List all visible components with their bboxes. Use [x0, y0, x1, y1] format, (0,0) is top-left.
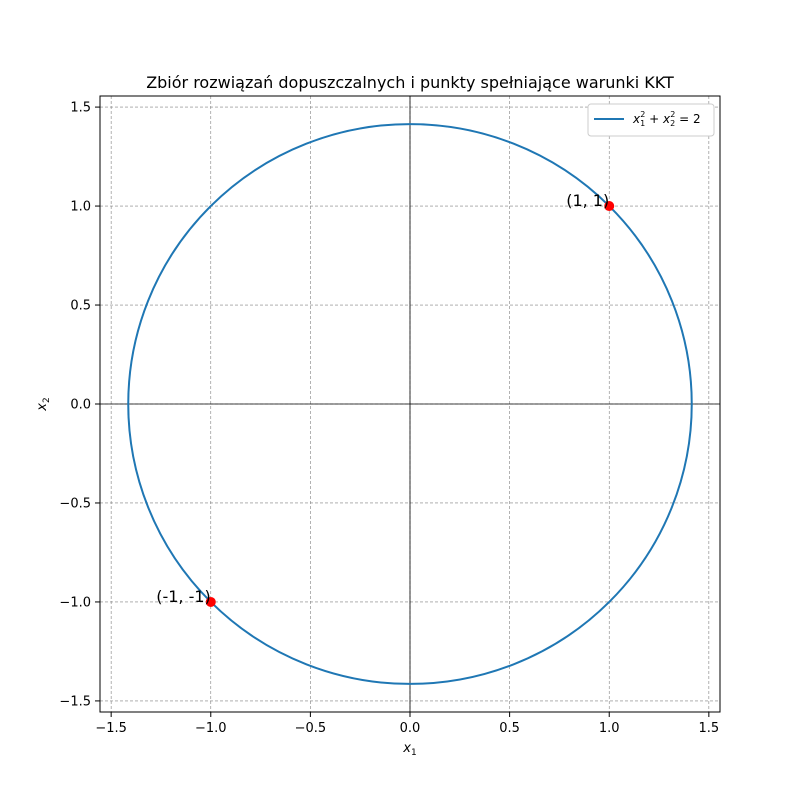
- y-tick-label: 1.5: [70, 101, 91, 116]
- y-tick-label: −1.0: [59, 595, 91, 610]
- y-tick-label: 1.0: [70, 200, 91, 215]
- kkt-point-label: (-1, -1): [156, 587, 211, 606]
- y-tick-label: −0.5: [59, 496, 91, 511]
- legend-box: [587, 103, 715, 137]
- x-tick-label: −1.5: [95, 721, 127, 736]
- ticks-layer: −1.5 −1.0 −0.5 0.0 0.5 1.0 1.5 −1.5 −1.0 −0.5 0.0 0…: [59, 101, 719, 736]
- series-layer: [127, 123, 693, 685]
- points-layer: (1, 1) (-1, -1): [156, 191, 615, 607]
- legend: x12 + x22 = 2: [587, 103, 715, 137]
- x-axis-label: x1: [402, 741, 416, 758]
- legend-label: x12 + x22 = 2: [632, 110, 701, 128]
- x-tick-label: 1.5: [698, 721, 719, 736]
- x-tick-label: 0.5: [499, 721, 520, 736]
- chart-title: Zbiór rozwiązań dopuszczalnych i punkty …: [146, 73, 674, 92]
- x-tick-label: −0.5: [295, 721, 327, 736]
- constraint-circle-series: [127, 123, 693, 685]
- y-axis-label: x2: [35, 397, 52, 411]
- x-tick-label: −1.0: [195, 721, 227, 736]
- reference-lines: [100, 96, 720, 712]
- kkt-point-label: (1, 1): [566, 191, 609, 210]
- y-tick-label: −1.5: [59, 694, 91, 709]
- kkt-point: [205, 596, 216, 607]
- x-tick-label: 1.0: [599, 721, 620, 736]
- kkt-point: [604, 201, 615, 212]
- x-tick-label: 0.0: [400, 721, 421, 736]
- y-tick-label: 0.0: [70, 398, 91, 413]
- y-tick-label: 0.5: [70, 299, 91, 314]
